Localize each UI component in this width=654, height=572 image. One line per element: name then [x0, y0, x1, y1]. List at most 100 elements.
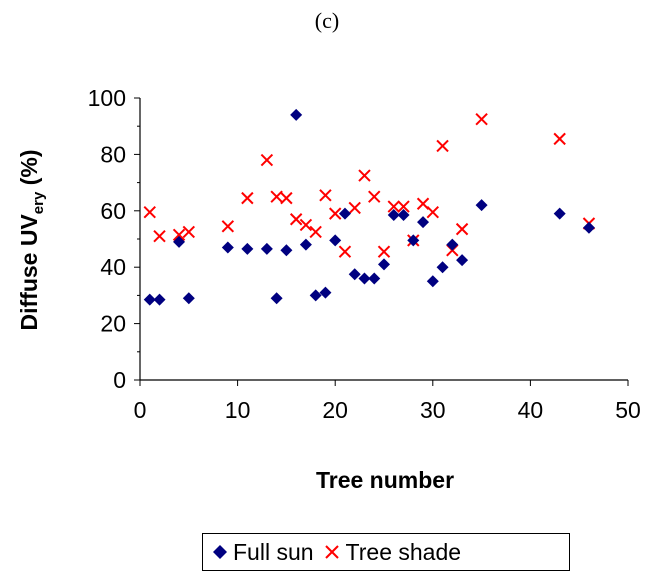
full-sun-point	[143, 293, 156, 306]
chart-axes	[139, 98, 628, 381]
tree-shade-point	[182, 225, 196, 239]
y-axis-label-subscript: ery	[30, 191, 47, 214]
x-tick-label: 30	[420, 397, 446, 423]
full-sun-point	[329, 234, 342, 247]
tree-shade-point	[426, 206, 440, 219]
tree-shade-point	[338, 245, 352, 258]
legend-label-full-sun: Full sun	[233, 538, 314, 565]
tree-shade-point	[358, 169, 371, 182]
tree-shade-x-stroke	[182, 225, 196, 239]
tree-shade-point	[387, 200, 400, 213]
tree-shade-x-stroke	[309, 225, 322, 239]
full-sun-point	[387, 209, 400, 222]
tree-shade-point	[241, 191, 254, 205]
y-axis-label: Diffuse UVery (%)	[16, 150, 47, 331]
y-tick-label: 20	[100, 311, 126, 337]
tree-shade-x-stroke	[397, 200, 410, 213]
full-sun-point	[290, 108, 303, 121]
tree-shade-point	[309, 225, 322, 239]
tree-shade-point	[397, 200, 410, 213]
tree-shade-point	[270, 190, 283, 203]
full-sun-point	[221, 241, 234, 254]
x-tick-label: 20	[322, 397, 348, 423]
legend: Full sun Tree shade	[202, 533, 570, 571]
tree-shade-x-stroke	[260, 153, 274, 167]
full-sun-point	[348, 268, 361, 281]
full-sun-point	[378, 258, 390, 271]
full-sun-point	[456, 254, 469, 267]
tree-shade-point	[280, 191, 293, 205]
tree-shade-x-stroke	[553, 132, 566, 146]
full-sun-point	[270, 292, 283, 305]
tree-shade-x-stroke	[436, 139, 449, 153]
x-marker-icon	[324, 545, 339, 559]
tree-shade-point	[153, 229, 166, 243]
y-tick-label: 60	[100, 198, 126, 224]
full-sun-point	[280, 244, 293, 257]
y-tick-label: 100	[88, 85, 126, 111]
full-sun-point	[407, 234, 420, 247]
tree-shade-point	[299, 218, 313, 232]
full-sun-point	[582, 221, 595, 234]
y-axis-label-main: Diffuse UV	[16, 214, 42, 331]
tree-shade-point	[475, 112, 488, 126]
tree-shade-x-stroke	[377, 245, 391, 258]
tree-shade-x-stroke	[221, 220, 235, 233]
full-sun-point	[241, 242, 254, 255]
full-sun-point	[173, 235, 186, 248]
tree-shade-point	[436, 139, 449, 153]
full-sun-point	[299, 238, 312, 251]
tree-shade-x-stroke	[475, 112, 488, 126]
tree-shade-x-stroke	[416, 197, 430, 210]
tree-shade-x-stroke	[172, 228, 186, 241]
tree-shade-point	[289, 213, 303, 226]
tree-shade-x-stroke	[338, 245, 352, 258]
tree-shade-point	[553, 132, 566, 146]
chart-ticks: 0 20 40 60 80 100 0 10 20 30 40 50	[88, 85, 641, 423]
tree-shade-x-stroke	[455, 222, 469, 236]
legend-item-full-sun: Full sun	[213, 539, 314, 566]
x-tick-label: 50	[615, 397, 641, 423]
tree-shade-x-stroke	[299, 218, 313, 232]
chart-points	[143, 108, 596, 306]
tree-shade-x-stroke	[289, 213, 303, 226]
tree-shade-x-stroke	[270, 190, 283, 203]
tree-shade-x-stroke	[319, 189, 332, 202]
tree-shade-point	[260, 153, 274, 167]
full-sun-point	[368, 272, 381, 285]
diamond-marker-icon	[213, 545, 227, 559]
full-sun-point	[309, 289, 322, 302]
x-tick-label: 40	[518, 397, 544, 423]
x-tick-label: 10	[225, 397, 251, 423]
tree-shade-x-stroke	[358, 169, 371, 182]
tree-shade-x-stroke	[153, 229, 166, 243]
full-sun-point	[153, 293, 166, 306]
tree-shade-x-stroke	[143, 206, 156, 219]
full-sun-point	[397, 209, 410, 222]
panel-label: (c)	[314, 8, 340, 33]
y-tick-label: 80	[100, 141, 126, 167]
full-sun-point	[553, 207, 566, 220]
scatter-chart: 0 20 40 60 80 100 0 10 20 30 40 50 Tree number Diff…	[16, 85, 641, 493]
tree-shade-point	[377, 245, 391, 258]
full-sun-point	[475, 199, 488, 212]
full-sun-point	[182, 292, 195, 305]
tree-shade-x-stroke	[328, 207, 342, 220]
full-sun-point	[446, 238, 459, 251]
x-axis-label: Tree number	[316, 467, 454, 493]
legend-item-tree-shade: Tree shade	[324, 538, 462, 566]
full-sun-point	[338, 207, 351, 220]
tree-shade-point	[221, 220, 235, 233]
full-sun-point	[436, 261, 449, 274]
tree-shade-point	[368, 190, 381, 203]
tree-shade-x-stroke	[426, 206, 440, 219]
tree-shade-x-stroke	[387, 200, 400, 213]
tree-shade-x-stroke	[368, 190, 381, 203]
tree-shade-point	[455, 222, 469, 236]
full-sun-point	[417, 216, 430, 229]
tree-shade-x-stroke	[348, 201, 361, 215]
legend-label-tree-shade: Tree shade	[345, 538, 462, 565]
x-tick-label: 0	[134, 397, 147, 423]
tree-shade-x-stroke	[280, 191, 293, 205]
full-sun-point	[426, 275, 439, 288]
